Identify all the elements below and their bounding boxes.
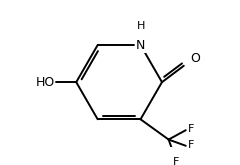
Text: F: F <box>188 140 194 150</box>
Text: F: F <box>188 124 194 134</box>
Text: HO: HO <box>36 76 55 89</box>
Text: O: O <box>190 52 200 65</box>
Text: F: F <box>173 157 180 165</box>
Text: H: H <box>137 21 145 31</box>
Text: N: N <box>136 39 145 51</box>
